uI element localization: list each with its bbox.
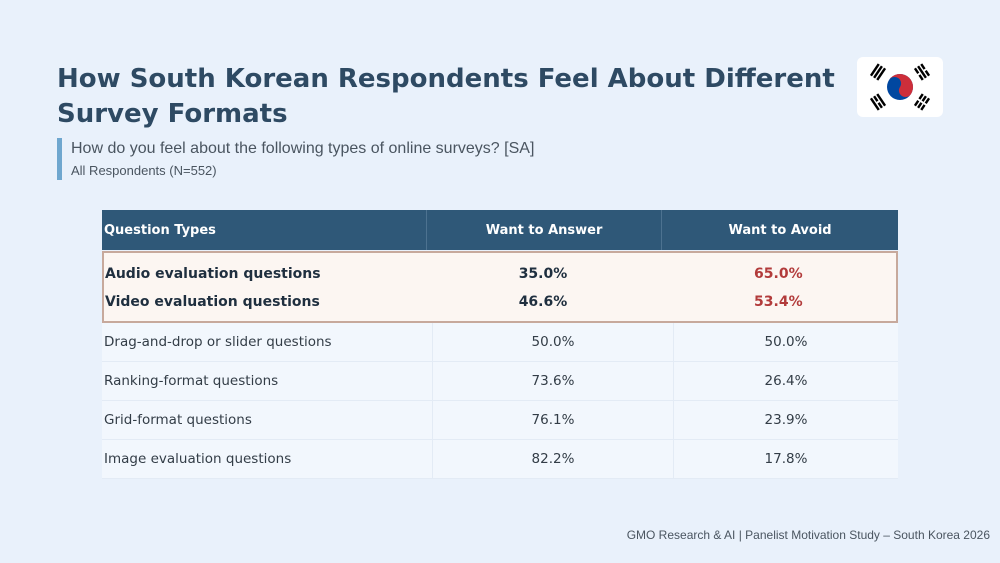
want-to-answer-cell: 50.0% bbox=[433, 323, 674, 361]
want-to-avoid-cell: 23.9% bbox=[764, 412, 808, 428]
source-footer: GMO Research & AI | Panelist Motivation … bbox=[626, 528, 990, 542]
table-row: Image evaluation questions 82.2% 17.8% bbox=[102, 440, 898, 479]
want-to-answer-cell: 82.2% bbox=[433, 440, 674, 478]
question-type-cell: Audio evaluation questions bbox=[105, 266, 321, 282]
want-to-answer-cell: 35.0% bbox=[518, 266, 568, 282]
page-title: How South Korean Respondents Feel About … bbox=[57, 64, 835, 129]
header-want-to-avoid: Want to Avoid bbox=[728, 222, 832, 238]
want-to-answer-cell: 73.6% bbox=[433, 362, 674, 400]
header-question-types: Question Types bbox=[104, 222, 216, 238]
want-to-avoid-cell: 50.0% bbox=[764, 334, 808, 350]
table-row: Drag-and-drop or slider questions 50.0% … bbox=[102, 323, 898, 362]
respondent-count: All Respondents (N=552) bbox=[71, 163, 217, 178]
table-row: Grid-format questions 76.1% 23.9% bbox=[102, 401, 898, 440]
table-header: Question Types Want to Answer Want to Av… bbox=[102, 210, 898, 250]
flag-card bbox=[857, 57, 943, 117]
question-type-cell: Image evaluation questions bbox=[102, 440, 433, 478]
header-want-to-answer: Want to Answer bbox=[426, 210, 663, 250]
want-to-avoid-cell: 26.4% bbox=[764, 373, 808, 389]
question-accent-bar bbox=[57, 138, 62, 180]
want-to-avoid-cell: 65.0% bbox=[754, 266, 803, 282]
survey-question: How do you feel about the following type… bbox=[71, 140, 535, 157]
want-to-avoid-cell: 53.4% bbox=[754, 294, 803, 310]
want-to-answer-cell: 46.6% bbox=[518, 294, 568, 310]
results-table: Question Types Want to Answer Want to Av… bbox=[102, 210, 898, 479]
question-type-cell: Grid-format questions bbox=[102, 401, 433, 439]
south-korea-flag-icon bbox=[867, 60, 933, 114]
highlighted-rows-box: Audio evaluation questions 35.0% 65.0% V… bbox=[102, 251, 898, 323]
question-type-cell: Video evaluation questions bbox=[105, 294, 320, 310]
want-to-avoid-cell: 17.8% bbox=[764, 451, 808, 467]
question-type-cell: Ranking-format questions bbox=[102, 362, 433, 400]
question-type-cell: Drag-and-drop or slider questions bbox=[102, 323, 433, 361]
want-to-answer-cell: 76.1% bbox=[433, 401, 674, 439]
table-row: Ranking-format questions 73.6% 26.4% bbox=[102, 362, 898, 401]
table-row-highlighted: Video evaluation questions 46.6% 53.4% bbox=[104, 288, 896, 316]
table-row-highlighted: Audio evaluation questions 35.0% 65.0% bbox=[104, 260, 896, 288]
